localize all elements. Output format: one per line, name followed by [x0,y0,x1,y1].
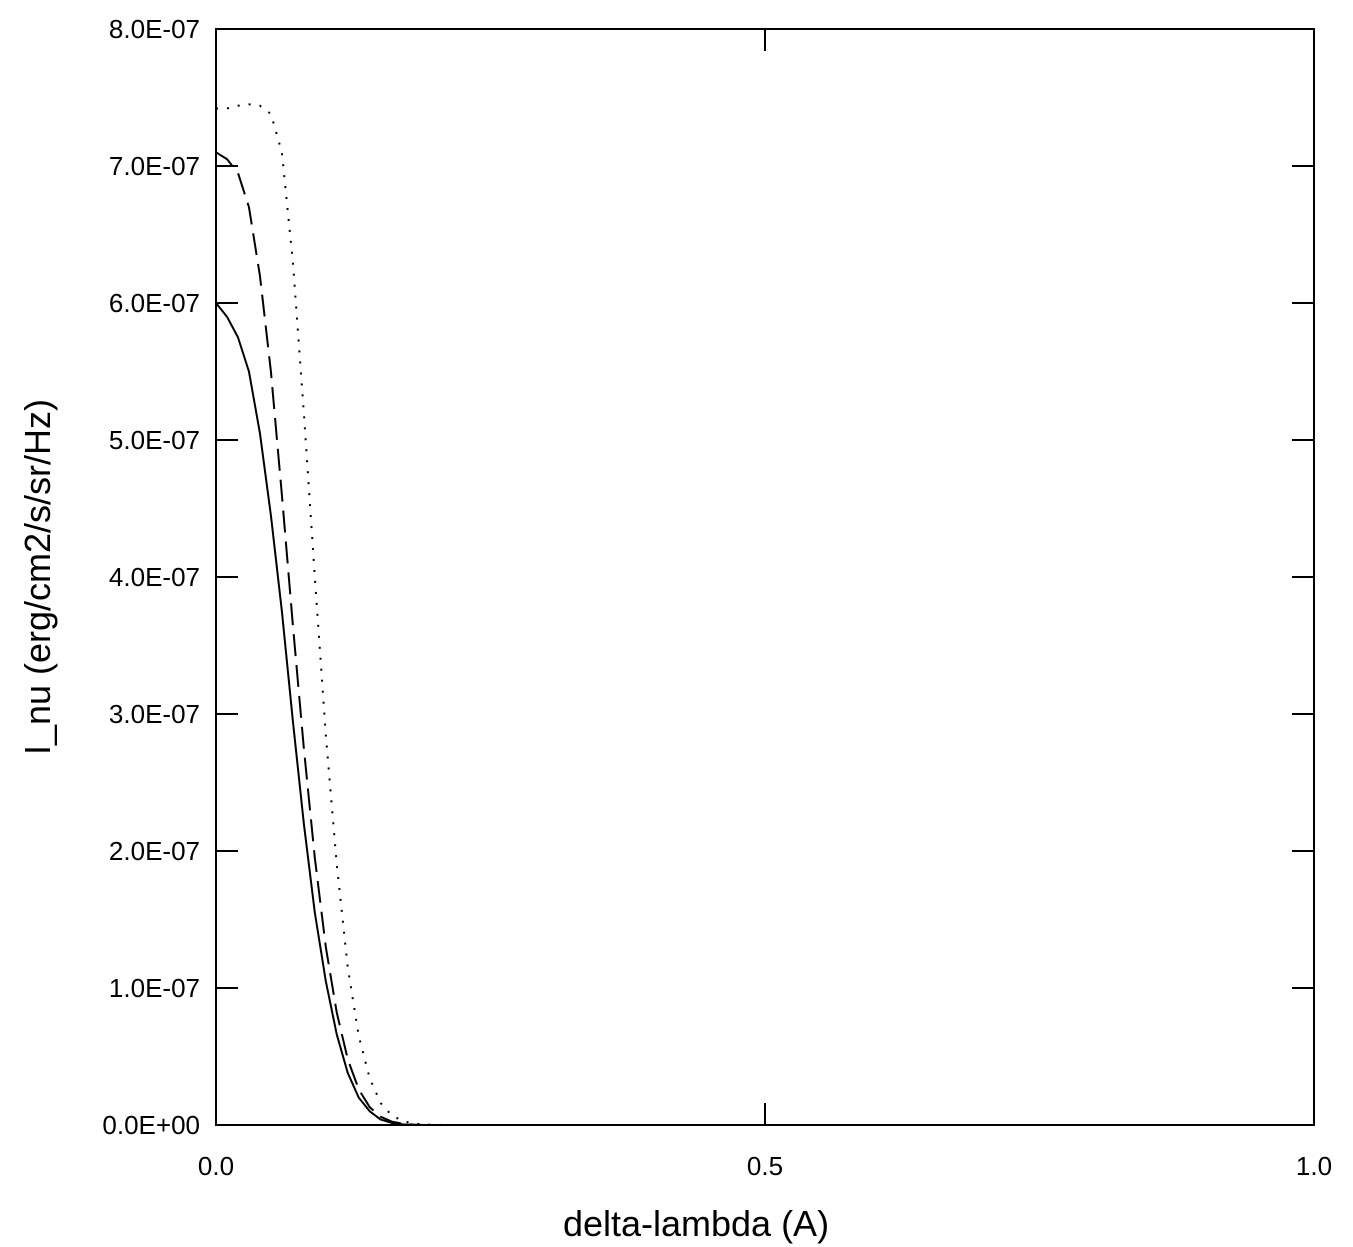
y-tick-label: 3.0E-07 [109,699,200,729]
y-tick-label: 1.0E-07 [109,973,200,1003]
y-tick-label: 7.0E-07 [109,151,200,181]
series-line-dashed [215,151,1314,1126]
series-line-dotted [216,103,1314,1126]
plot-frame [215,28,1315,1126]
y-axis-ticks: 0.0E+00 1.0E-07 2.0E-07 3.0E-07 4.0E-07 5.0E-… [102,14,1314,1140]
x-axis-ticks: 0.0 0.5 1.0 [198,29,1332,1181]
x-tick-label: 1.0 [1296,1151,1332,1181]
series-line-solid [215,302,1314,1126]
y-tick-label: 0.0E+00 [102,1110,200,1140]
y-tick-label: 6.0E-07 [109,288,200,318]
y-axis-title: I_nu (erg/cm2/s/sr/Hz) [17,399,58,755]
y-tick-label: 5.0E-07 [109,425,200,455]
x-tick-label: 0.5 [747,1151,783,1181]
y-tick-label: 8.0E-07 [109,14,200,44]
x-tick-label: 0.0 [198,1151,234,1181]
series-layer [215,103,1314,1126]
y-tick-label: 4.0E-07 [109,562,200,592]
y-tick-label: 2.0E-07 [109,836,200,866]
x-axis-title: delta-lambda (A) [563,1203,829,1244]
